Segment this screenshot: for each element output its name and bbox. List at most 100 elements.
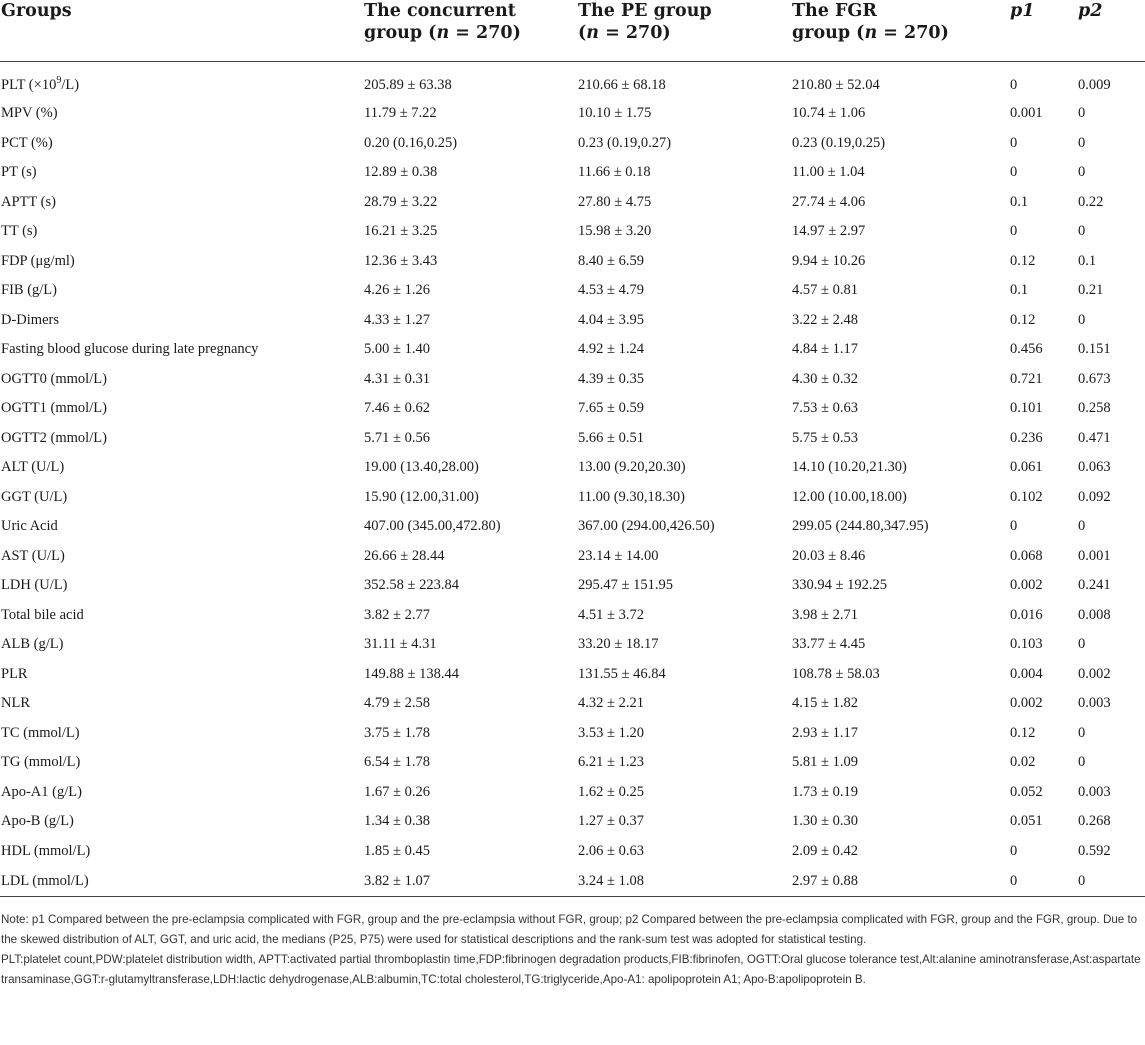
cell-p1: 0.004 <box>1010 665 1043 682</box>
cell-concurrent: 1.85 ± 0.45 <box>364 842 430 859</box>
table-row: ALB (g/L) 31.11 ± 4.31 33.20 ± 18.17 33.77 … <box>0 630 1145 660</box>
cell-p2: 0.1 <box>1078 252 1097 269</box>
cell-p2: 0.258 <box>1078 400 1111 417</box>
table-row: GGT (U/L) 15.90 (12.00,31.00) 11.00 (9.30,… <box>0 483 1145 513</box>
cell-concurrent: 6.54 ± 1.78 <box>364 754 430 771</box>
cell-pe: 4.04 ± 3.95 <box>578 311 644 328</box>
cell-concurrent: 5.00 ± 1.40 <box>364 341 430 358</box>
cell-concurrent: 407.00 (345.00,472.80) <box>364 518 501 535</box>
cell-concurrent: 26.66 ± 28.44 <box>364 547 445 564</box>
cell-concurrent: 11.79 ± 7.22 <box>364 105 437 122</box>
cell-p1: 0.12 <box>1010 311 1036 328</box>
table-row: NLR 4.79 ± 2.58 4.32 ± 2.21 4.15 ± 1.82 0.00… <box>0 689 1145 719</box>
cell-p1: 0.002 <box>1010 695 1043 712</box>
table-body: PLT (×109/L) 205.89 ± 63.38 210.66 ± 68.18… <box>0 61 1145 897</box>
row-label: OGTT2 (mmol/L) <box>1 429 107 446</box>
table-row: PLR 149.88 ± 138.44 131.55 ± 46.84 108.78 ±… <box>0 660 1145 690</box>
cell-p2: 0.092 <box>1078 488 1111 505</box>
cell-p1: 0 <box>1010 842 1018 859</box>
cell-fgr: 20.03 ± 8.46 <box>792 547 866 564</box>
cell-concurrent: 205.89 ± 63.38 <box>364 76 452 93</box>
cell-concurrent: 28.79 ± 3.22 <box>364 193 438 210</box>
cell-p2: 0.673 <box>1078 370 1111 387</box>
row-label: LDL (mmol/L) <box>0 866 362 897</box>
cell-p1: 0.002 <box>1010 577 1043 594</box>
cell-p2: 0 <box>1078 311 1086 328</box>
header-p2: p2 <box>1076 0 1145 62</box>
header-fgr-group: The FGR group (n = 270) <box>790 0 1008 62</box>
cell-p2: 0.063 <box>1078 459 1111 476</box>
header-groups: Groups <box>0 0 362 62</box>
cell-p1: 0.12 <box>1010 724 1036 741</box>
table-row: ALT (U/L) 19.00 (13.40,28.00) 13.00 (9.20,… <box>0 453 1145 483</box>
cell-p2: 0 <box>1078 636 1086 653</box>
cell-concurrent: 352.58 ± 223.84 <box>364 577 459 594</box>
cell-pe: 23.14 ± 14.00 <box>578 547 659 564</box>
cell-pe: 1.27 ± 0.37 <box>578 813 644 830</box>
cell-fgr: 4.57 ± 0.81 <box>792 282 858 299</box>
row-label: PT (s) <box>1 164 37 181</box>
table-row: TG (mmol/L) 6.54 ± 1.78 6.21 ± 1.23 5.81 ± … <box>0 748 1145 778</box>
row-label: HDL (mmol/L) <box>1 842 91 859</box>
table-row: OGTT0 (mmol/L) 4.31 ± 0.31 4.39 ± 0.35 4.30… <box>0 365 1145 395</box>
cell-concurrent: 12.36 ± 3.43 <box>364 252 438 269</box>
cell-fgr: 4.84 ± 1.17 <box>792 341 858 358</box>
cell-fgr: 210.80 ± 52.04 <box>792 76 880 93</box>
cell-pe: 6.21 ± 1.23 <box>578 754 644 771</box>
cell-p2: 0.471 <box>1078 429 1111 446</box>
row-label: NLR <box>1 695 30 712</box>
cell-fgr: 4.30 ± 0.32 <box>792 370 858 387</box>
cell-fgr: 1.73 ± 0.19 <box>792 783 858 800</box>
table-row: APTT (s) 28.79 ± 3.22 27.80 ± 4.75 27.74 ± … <box>0 188 1145 218</box>
row-label: FDP (μg/ml) <box>1 252 75 269</box>
header-line2: group (n = 270) <box>364 23 521 43</box>
cell-p1: 0.1 <box>1010 193 1029 210</box>
cell-p1: 0 <box>1010 164 1018 181</box>
table-row: Uric Acid 407.00 (345.00,472.80) 367.00 (2… <box>0 512 1145 542</box>
row-label: TC (mmol/L) <box>1 724 80 741</box>
cell-fgr: 9.94 ± 10.26 <box>792 252 866 269</box>
table-row: D-Dimers 4.33 ± 1.27 4.04 ± 3.95 3.22 ± 2.4… <box>0 306 1145 336</box>
cell-p2: 0.002 <box>1078 665 1111 682</box>
cell-concurrent: 4.26 ± 1.26 <box>364 282 430 299</box>
cell-concurrent: 4.79 ± 2.58 <box>364 695 430 712</box>
cell-pe: 367.00 (294.00,426.50) <box>578 518 715 535</box>
cell-p2: 0.151 <box>1078 341 1111 358</box>
cell-fgr: 10.74 ± 1.06 <box>792 105 866 122</box>
row-label: ALB (g/L) <box>1 636 64 653</box>
cell-p1: 0.001 <box>1010 105 1043 122</box>
cell-p1: 0.12 <box>1010 252 1036 269</box>
note-statistics: Note: p1 Compared between the pre-eclamp… <box>1 913 1138 946</box>
table-notes: Note: p1 Compared between the pre-eclamp… <box>1 910 1141 990</box>
table-row: Apo-B (g/L) 1.34 ± 0.38 1.27 ± 0.37 1.30 ± … <box>0 807 1145 837</box>
header-line2: (n = 270) <box>578 23 671 43</box>
table-row: Apo-A1 (g/L) 1.67 ± 0.26 1.62 ± 0.25 1.73 ±… <box>0 778 1145 808</box>
table-row: FIB (g/L) 4.26 ± 1.26 4.53 ± 4.79 4.57 ± 0.… <box>0 276 1145 306</box>
cell-pe: 33.20 ± 18.17 <box>578 636 659 653</box>
cell-p1: 0.456 <box>1010 341 1043 358</box>
cell-pe: 15.98 ± 3.20 <box>578 223 652 240</box>
header-pe-group: The PE group (n = 270) <box>576 0 790 62</box>
cell-fgr: 2.93 ± 1.17 <box>792 724 858 741</box>
cell-fgr: 11.00 ± 1.04 <box>792 164 865 181</box>
table-row: PT (s) 12.89 ± 0.38 11.66 ± 0.18 11.00 ± 1.… <box>0 158 1145 188</box>
cell-p2: 0 <box>1078 223 1086 240</box>
cell-p1: 0.721 <box>1010 370 1043 387</box>
cell-pe: 210.66 ± 68.18 <box>578 76 666 93</box>
cell-pe: 295.47 ± 151.95 <box>578 577 673 594</box>
cell-fgr: 108.78 ± 58.03 <box>792 665 880 682</box>
row-label: Total bile acid <box>1 606 84 623</box>
cell-fgr: 5.75 ± 0.53 <box>792 429 858 446</box>
cell-pe: 8.40 ± 6.59 <box>578 252 644 269</box>
cell-fgr: 0.23 (0.19,0.25) <box>792 134 886 151</box>
cell-p2: 0 <box>1078 518 1086 535</box>
row-label: PCT (%) <box>1 134 53 151</box>
cell-pe: 4.51 ± 3.72 <box>578 606 644 623</box>
cell-p1: 0.061 <box>1010 459 1043 476</box>
table-row: LDL (mmol/L) 3.82 ± 1.07 3.24 ± 1.08 2.97 ±… <box>0 866 1145 897</box>
cell-pe: 7.65 ± 0.59 <box>578 400 644 417</box>
row-label: AST (U/L) <box>1 547 65 564</box>
cell-pe: 27.80 ± 4.75 <box>578 193 652 210</box>
cell-p2: 0.21 <box>1078 282 1104 299</box>
row-label: LDH (U/L) <box>1 577 68 594</box>
